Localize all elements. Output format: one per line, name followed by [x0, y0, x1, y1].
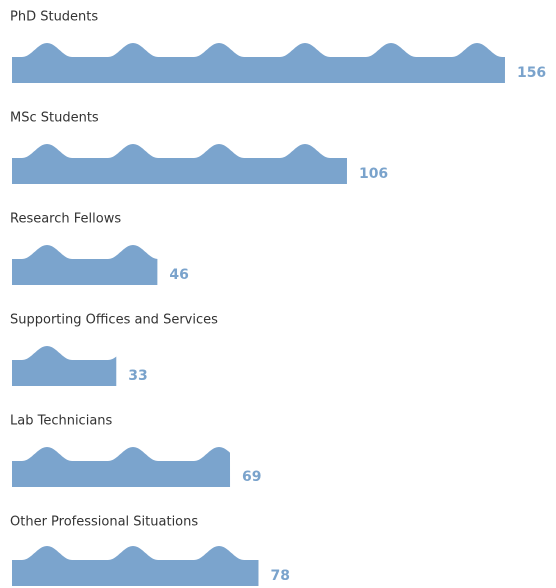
value-label: 46	[169, 267, 188, 283]
category-label: PhD Students	[10, 10, 98, 25]
value-label: 33	[128, 368, 147, 384]
bar	[12, 144, 347, 184]
bar	[12, 245, 158, 285]
bar	[12, 43, 505, 83]
value-label: 156	[517, 65, 546, 81]
value-label: 106	[359, 166, 388, 182]
category-label: Lab Technicians	[10, 414, 113, 429]
category-label: MSc Students	[10, 111, 99, 126]
category-label: Other Professional Situations	[10, 515, 198, 530]
bar	[12, 447, 231, 487]
bar	[12, 546, 259, 586]
value-label: 69	[242, 469, 261, 485]
value-label: 78	[270, 568, 289, 584]
bar	[12, 346, 117, 386]
category-label: Research Fellows	[10, 212, 121, 227]
category-label: Supporting Offices and Services	[10, 313, 218, 328]
